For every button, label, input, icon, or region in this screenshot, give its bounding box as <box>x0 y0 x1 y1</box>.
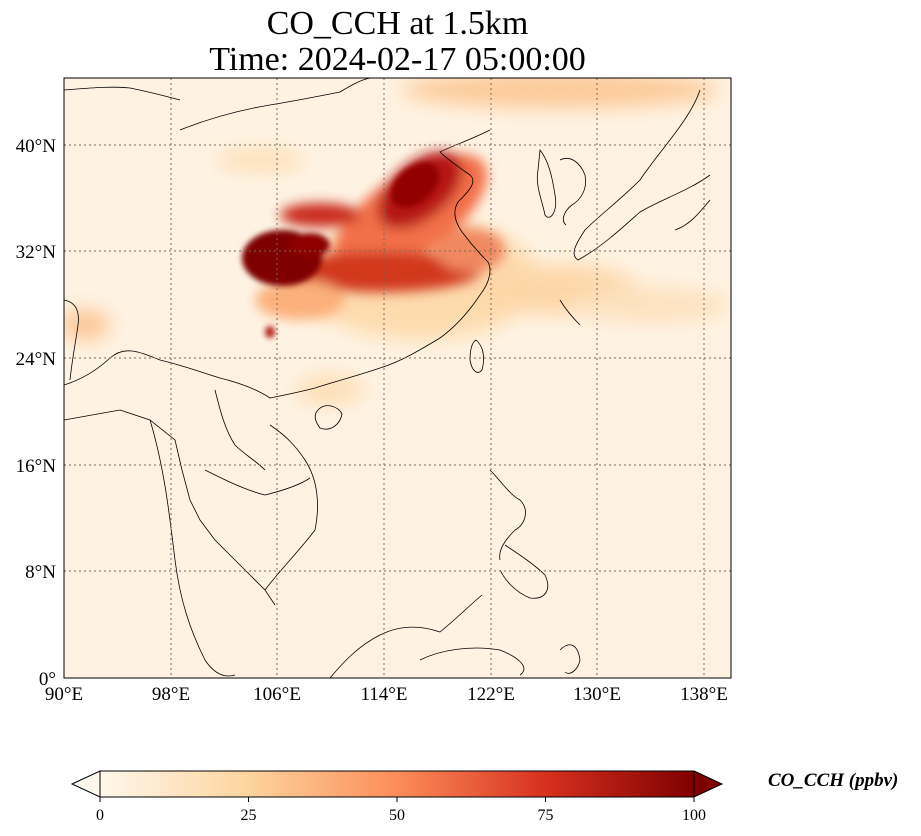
colorbar-ramp <box>99 770 695 798</box>
co-concentration-field <box>64 78 730 405</box>
lat-tick-label: 40°N <box>16 136 57 157</box>
lon-tick-label: 138°E <box>680 684 728 705</box>
coastlines-and-borders <box>64 78 711 678</box>
lon-tick-label: 90°E <box>45 684 83 705</box>
colorbar-max-extend-arrow <box>693 770 724 798</box>
map-background <box>64 78 731 678</box>
colorbar-tick-label: 50 <box>389 807 405 824</box>
colorbar-tick-label: 100 <box>682 807 706 824</box>
lat-tick-label: 16°N <box>16 456 57 477</box>
map-frame <box>63 77 732 679</box>
title-variable-level: CO_CCH at 1.5km <box>266 5 529 42</box>
lat-tick-label: 24°N <box>16 349 57 370</box>
lon-tick-label: 106°E <box>253 684 301 705</box>
colorbar-tick-label: 25 <box>241 807 257 824</box>
longitude-axis: 90°E 98°E 106°E 114°E 122°E 130°E 138°E <box>45 684 728 705</box>
colorbar: 0 25 50 75 100 <box>70 770 724 824</box>
graticule <box>64 78 731 678</box>
colorbar-min-extend-arrow <box>70 770 101 798</box>
colorbar-label: CO_CCH (ppbv) <box>768 770 899 791</box>
lat-tick-label: 8°N <box>25 562 56 583</box>
lat-tick-label: 32°N <box>16 242 57 263</box>
colorbar-tick-label: 0 <box>96 807 104 824</box>
lon-tick-label: 98°E <box>152 684 190 705</box>
map-panel <box>64 78 731 678</box>
lon-tick-label: 114°E <box>361 684 408 705</box>
lat-tick-label: 0° <box>39 669 56 690</box>
title-timestamp: Time: 2024-02-17 05:00:00 <box>209 41 586 78</box>
latitude-axis: 0° 8°N 16°N 24°N 32°N 40°N <box>16 136 57 690</box>
lon-tick-label: 130°E <box>573 684 621 705</box>
lon-tick-label: 122°E <box>467 684 515 705</box>
colorbar-tick-label: 75 <box>538 807 554 824</box>
